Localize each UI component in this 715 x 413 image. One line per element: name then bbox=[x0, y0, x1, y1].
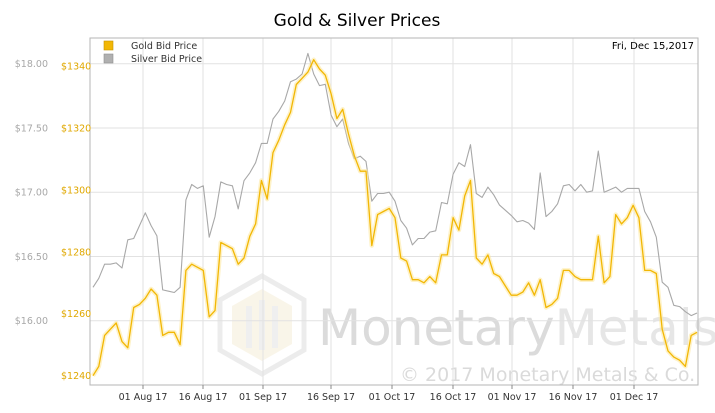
x-tick-label: 01 Dec 17 bbox=[610, 392, 659, 403]
date-label: Fri, Dec 15,2017 bbox=[612, 41, 694, 52]
y-axis-left: $18.00 $17.50 $17.00 $16.50 $16.00 bbox=[15, 59, 48, 327]
x-tick-label: 01 Sep 17 bbox=[239, 392, 287, 403]
watermark: MonetaryMetals © 2017 Monetary Metals & … bbox=[217, 273, 715, 386]
legend-label-gold[interactable]: Gold Bid Price bbox=[131, 41, 197, 52]
watermark-brand: MonetaryMetals bbox=[318, 299, 715, 357]
x-tick-label: 16 Nov 17 bbox=[549, 392, 598, 403]
y-left-tick-label: $16.00 bbox=[15, 316, 48, 327]
y-left-tick-label: $17.50 bbox=[15, 123, 48, 134]
watermark-brand-main: Monetary bbox=[318, 299, 555, 357]
legend-label-silver[interactable]: Silver Bid Price bbox=[131, 54, 202, 65]
chart-title: Gold & Silver Prices bbox=[274, 11, 441, 31]
y-right-tick-label: $1320 bbox=[61, 123, 91, 134]
y-right-tick-label: $1240 bbox=[61, 371, 91, 382]
legend-swatch-silver[interactable] bbox=[103, 53, 114, 64]
x-tick-label: 01 Nov 17 bbox=[488, 392, 537, 403]
y-right-tick-label: $1340 bbox=[61, 61, 91, 72]
y-left-tick-label: $18.00 bbox=[15, 59, 48, 70]
legend-swatch-gold[interactable] bbox=[103, 40, 114, 51]
x-tick-label: 16 Oct 17 bbox=[430, 392, 477, 403]
x-tick-label: 16 Sep 17 bbox=[307, 392, 355, 403]
watermark-logo-icon bbox=[217, 273, 307, 377]
y-right-tick-label: $1260 bbox=[61, 309, 91, 320]
series-line-gold bbox=[92, 59, 698, 377]
x-axis: 01 Aug 17 16 Aug 17 01 Sep 17 16 Sep 17 01 O… bbox=[119, 385, 659, 403]
plot-frame bbox=[89, 37, 699, 386]
y-axis-right: $1340 $1320 $1300 $1280 $1260 $1240 bbox=[61, 61, 91, 382]
x-tick-label: 01 Oct 17 bbox=[369, 392, 416, 403]
x-tick-label: 01 Aug 17 bbox=[119, 392, 168, 403]
series-line-silver bbox=[92, 52, 698, 317]
y-left-tick-label: $17.00 bbox=[15, 188, 48, 199]
x-tick-label: 16 Aug 17 bbox=[179, 392, 228, 403]
y-left-tick-label: $16.50 bbox=[15, 252, 48, 263]
watermark-copyright: © 2017 Monetary Metals & Co. bbox=[400, 364, 695, 386]
y-right-tick-label: $1300 bbox=[61, 185, 91, 196]
legend: Gold Bid Price Silver Bid Price bbox=[103, 40, 202, 65]
series-layer bbox=[91, 52, 699, 377]
y-right-tick-label: $1280 bbox=[61, 247, 91, 258]
